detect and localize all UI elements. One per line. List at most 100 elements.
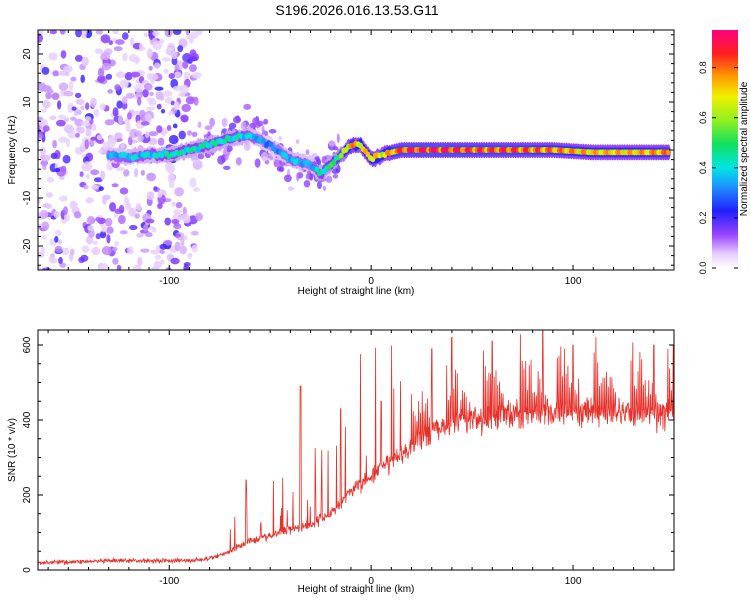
spectrogram-noise-blob	[125, 92, 135, 99]
spectrogram-noise-blob	[134, 168, 139, 178]
x-tick-label: -100	[159, 576, 179, 587]
spectrogram-noise-blob	[126, 112, 132, 120]
spectrogram-noise-blob	[156, 103, 162, 110]
spectrogram-noise-blob	[67, 103, 75, 113]
spectrogram-noise-blob	[135, 91, 143, 99]
spectrogram-noise-blob	[221, 117, 228, 127]
spectrogram-noise-blob	[70, 76, 77, 82]
spectrogram-noise-blob	[38, 197, 41, 204]
spectrogram-noise-blob	[177, 45, 184, 53]
spectrogram-noise-blob	[140, 121, 150, 126]
spectrogram-noise-blob	[96, 134, 103, 141]
spectrogram-noise-blob	[52, 70, 60, 77]
spectrogram-noise-blob	[175, 201, 183, 209]
spectrogram-noise-blob	[149, 91, 154, 96]
spectrogram-noise-blob	[123, 81, 129, 88]
spectrogram-noise-blob	[171, 201, 177, 207]
spectrogram-noise-blob	[38, 44, 41, 54]
spectrogram-ridge-cell	[261, 137, 267, 144]
spectrogram-noise-blob	[204, 125, 213, 131]
spectrogram-noise-blob	[68, 81, 74, 91]
spectrogram-noise-blob	[61, 247, 70, 255]
spectrogram-noise-blob	[63, 206, 68, 215]
spectrogram-noise-blob	[50, 152, 58, 160]
spectrogram-noise-blob	[309, 173, 314, 181]
spectrogram-noise-blob	[46, 176, 55, 183]
spectrogram-noise-blob	[142, 88, 149, 98]
y-tick-label: 0	[22, 567, 33, 573]
spectrogram-noise-blob	[69, 200, 77, 210]
spectrogram-noise-blob	[101, 51, 111, 61]
spectrogram-noise-blob	[182, 60, 189, 69]
spectrogram-noise-blob	[191, 131, 198, 137]
spectrogram-noise-blob	[74, 54, 83, 62]
spectrogram-noise-blob	[38, 133, 44, 139]
spectrogram-noise-blob	[80, 254, 89, 262]
spectrogram-heatmap	[38, 30, 671, 270]
spectrogram-noise-blob	[80, 105, 85, 111]
spectrogram-noise-blob	[179, 84, 189, 95]
spectrogram-noise-blob	[56, 119, 66, 127]
colorbar-tick-label: 0.2	[698, 212, 708, 225]
spectrogram-noise-blob	[114, 132, 123, 140]
x-tick-label: 100	[565, 276, 582, 287]
spectrogram-noise-blob	[157, 193, 163, 198]
spectrogram-noise-blob	[51, 92, 60, 100]
spectrogram-noise-blob	[128, 136, 133, 146]
spectrogram-noise-blob	[183, 71, 191, 81]
spectrogram-noise-blob	[197, 121, 202, 128]
spectrogram-noise-blob	[152, 40, 163, 50]
spectrogram-noise-blob	[172, 30, 182, 35]
spectrogram-noise-blob	[85, 173, 90, 179]
spectrogram-noise-blob	[193, 187, 201, 193]
spectrogram-noise-blob	[91, 184, 100, 190]
spectrogram-noise-blob	[266, 159, 270, 165]
spectrogram-noise-blob	[62, 65, 73, 73]
spectrogram-noise-blob	[156, 125, 163, 134]
spectrogram-noise-blob	[129, 37, 134, 46]
spectrogram-noise-blob	[164, 217, 171, 226]
spectrogram-ridge-cell	[665, 149, 671, 156]
spectrogram-noise-blob	[100, 230, 107, 239]
spectrogram-noise-blob	[148, 137, 158, 146]
spectrogram-noise-blob	[112, 107, 119, 117]
x-tick-label: 0	[368, 576, 374, 587]
spectrogram-noise-blob	[165, 267, 172, 270]
spectrogram-noise-blob	[159, 95, 165, 101]
spectrogram-noise-blob	[40, 159, 49, 167]
spectrogram-noise-blob	[64, 125, 75, 134]
spectrogram-noise-blob	[85, 197, 95, 203]
spectrogram-noise-blob	[49, 115, 57, 121]
spectrogram-noise-blob	[317, 180, 322, 190]
spectrogram-noise-blob	[146, 97, 156, 103]
spectrogram-noise-blob	[80, 74, 85, 84]
y-tick-label: -20	[22, 238, 33, 253]
spectrogram-xlabel: Height of straight line (km)	[298, 286, 415, 297]
spectrogram-noise-blob	[54, 245, 63, 253]
colorbar: 0.0 0.2 0.4 0.6 0.8 Normalized spectral ampl…	[698, 30, 750, 274]
spectrogram-noise-blob	[38, 252, 45, 258]
colorbar-tick-label: 0.8	[698, 61, 708, 74]
colorbar-tick-label: 0.0	[698, 262, 708, 275]
spectrogram-noise-blob	[40, 154, 51, 162]
spectrogram-noise-blob	[102, 195, 107, 205]
spectrogram-noise-blob	[209, 117, 216, 127]
spectrogram-noise-blob	[123, 169, 130, 177]
spectrogram-noise-blob	[42, 125, 50, 132]
spectrogram-noise-blob	[163, 68, 170, 74]
spectrogram-noise-blob	[114, 84, 121, 91]
spectrogram-noise-blob	[99, 103, 106, 111]
spectrogram-noise-blob	[94, 48, 104, 55]
spectrogram-noise-blob	[153, 260, 162, 270]
snr-axes: -100 0 100 0 200 400 600	[22, 330, 675, 587]
spectrogram-noise-blob	[191, 72, 202, 79]
spectrogram-noise-blob	[136, 233, 144, 238]
spectrogram-noise-blob	[148, 131, 158, 137]
spectrogram-noise-blob	[76, 109, 82, 116]
colorbar-ticks: 0.0 0.2 0.4 0.6 0.8	[698, 61, 738, 274]
spectrogram-noise-blob	[303, 180, 311, 188]
spectrogram-noise-blob	[46, 192, 53, 198]
spectrogram-noise-blob	[75, 132, 80, 138]
spectrogram-noise-blob	[148, 65, 153, 71]
